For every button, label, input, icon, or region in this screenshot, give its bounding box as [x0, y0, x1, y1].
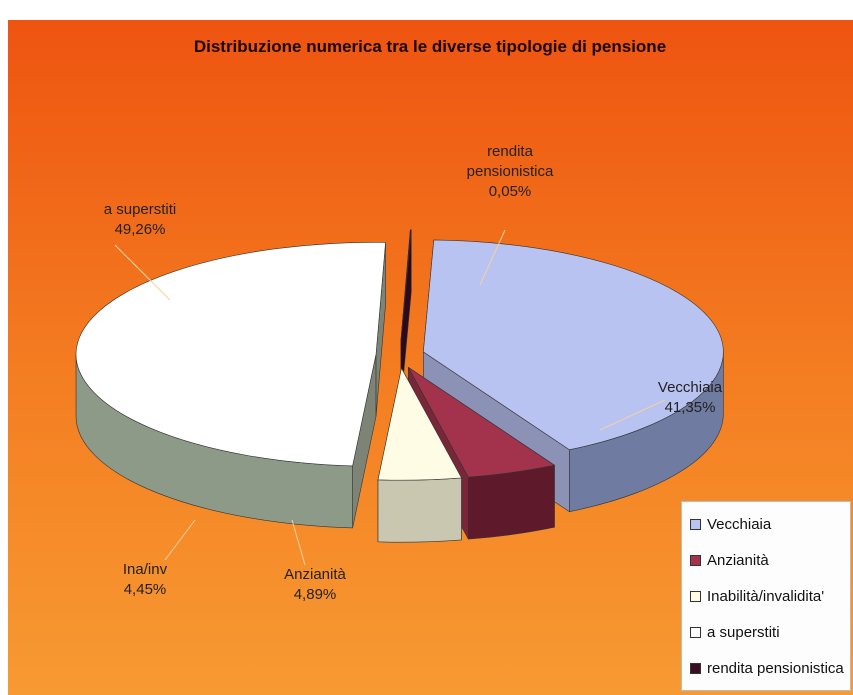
legend-label: a superstiti	[707, 623, 780, 641]
legend-swatch	[690, 554, 701, 566]
data-label-name: a superstiti	[103, 201, 177, 218]
legend-label: rendita pensionistica	[707, 659, 844, 677]
legend-swatch	[690, 662, 701, 674]
data-label-value: 49,26%	[114, 221, 166, 238]
data-label-value: 0,05%	[488, 183, 532, 200]
data-label: a superstiti 49,26%	[70, 200, 210, 240]
legend: Vecchiaia Anzianità Inabilità/invalidita' a…	[681, 501, 851, 691]
leader-line	[479, 229, 506, 286]
legend-swatch	[690, 590, 701, 602]
leader-line	[291, 519, 306, 566]
data-label-name: Ina/inv	[122, 561, 168, 578]
data-label-name: Vecchiaia	[657, 379, 723, 396]
slice	[377, 367, 462, 481]
legend-item: Inabilità/invalidita'	[682, 578, 850, 614]
data-label-value: 41,35%	[664, 399, 716, 416]
slice	[75, 241, 386, 467]
data-label-name: rendita pensionistica	[466, 143, 554, 180]
legend-label: Anzianità	[707, 551, 769, 569]
chart-title: Distribuzione numerica tra le diverse ti…	[194, 37, 666, 56]
data-label: Vecchiaia 41,35%	[620, 378, 760, 418]
legend-swatch	[690, 626, 701, 638]
legend-item: a superstiti	[682, 614, 850, 650]
legend-item: rendita pensionistica	[682, 650, 850, 686]
leader-line	[164, 519, 196, 561]
data-label-value: 4,89%	[293, 586, 337, 603]
slice	[400, 229, 412, 342]
legend-label: Vecchiaia	[707, 515, 772, 533]
data-label-value: 4,45%	[123, 581, 167, 598]
slice-side	[377, 477, 462, 543]
leader-line	[599, 399, 666, 431]
data-label: Anzianità 4,89%	[245, 565, 385, 605]
data-label: Ina/inv 4,45%	[75, 560, 215, 600]
legend-swatch	[690, 518, 701, 530]
data-label: rendita pensionistica 0,05%	[440, 142, 580, 202]
slice	[408, 367, 556, 478]
leader-line	[114, 244, 171, 301]
legend-label: Inabilità/invalidita'	[707, 587, 825, 605]
data-label-name: Anzianità	[284, 566, 346, 583]
legend-item: Vecchiaia	[682, 506, 850, 542]
legend-item: Anzianità	[682, 542, 850, 578]
slice	[423, 239, 724, 451]
